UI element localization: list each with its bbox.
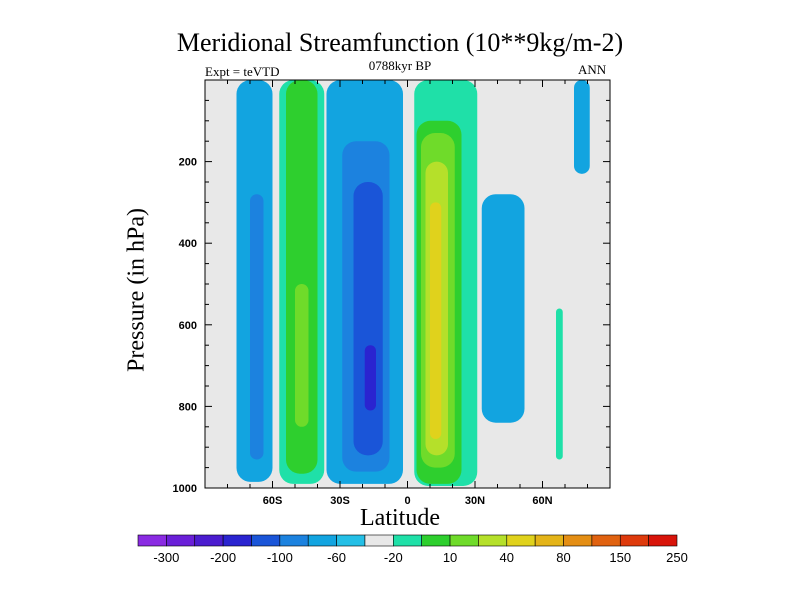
- colorbar-swatch: [307, 534, 337, 547]
- colorbar-label: -300: [153, 550, 179, 565]
- season-label: ANN: [578, 62, 607, 77]
- colorbar-swatch: [506, 534, 536, 547]
- y-tick-label: 200: [179, 157, 197, 169]
- x-tick-label: 0: [404, 495, 410, 507]
- upper-right-negative-wisp: [574, 80, 590, 174]
- colorbar-label: -200: [210, 550, 236, 565]
- colorbar-label: -60: [327, 550, 346, 565]
- southern-polar-negative-core: [250, 194, 264, 460]
- colorbar-swatch: [137, 534, 167, 547]
- colorbar-swatch: [563, 534, 593, 547]
- x-tick-label: 30N: [465, 495, 485, 507]
- colorbar-label: 40: [500, 550, 514, 565]
- x-tick-label: 60S: [263, 495, 283, 507]
- colorbar-label: -20: [384, 550, 403, 565]
- colorbar-swatch: [648, 534, 678, 547]
- colorbar-label: 250: [666, 550, 688, 565]
- chart-title: Meridional Streamfunction (10**9kg/m-2): [176, 28, 624, 57]
- northern-hadley-positive-peak: [430, 202, 442, 440]
- southern-hadley-negative-peak: [364, 345, 376, 411]
- colorbar-swatch: [194, 534, 224, 547]
- y-tick-label: 600: [179, 320, 197, 332]
- colorbar-swatch: [279, 534, 309, 547]
- colorbar-label: 150: [609, 550, 631, 565]
- colorbar-swatch: [619, 534, 649, 547]
- experiment-label: Expt = teVTD: [205, 64, 280, 79]
- colorbar-label: 80: [556, 550, 570, 565]
- northern-polar-positive-cell: [556, 308, 563, 460]
- colorbar-swatch: [393, 534, 422, 547]
- x-axis-label: Latitude: [360, 505, 440, 531]
- y-tick-label: 800: [179, 401, 197, 413]
- colorbar-swatch: [449, 534, 479, 547]
- southern-ferrel-positive-core: [295, 284, 309, 427]
- colorbar-label: -100: [267, 550, 293, 565]
- northern-ferrel-negative-cell: [481, 194, 525, 423]
- colorbar-swatch: [222, 534, 252, 547]
- x-tick-label: 60N: [532, 495, 552, 507]
- colorbar-swatch: [364, 534, 394, 547]
- colorbar-swatch: [534, 534, 564, 547]
- southern-hadley-negative-core: [353, 182, 383, 456]
- colorbar-swatch: [251, 534, 281, 547]
- colorbar-label: 10: [443, 550, 457, 565]
- x-tick-label: 30S: [330, 495, 350, 507]
- chart-subtitle: 0788kyr BP: [368, 58, 432, 73]
- colorbar-swatch: [421, 534, 451, 547]
- colorbar-swatch: [336, 534, 366, 547]
- y-tick-label: 400: [179, 238, 197, 250]
- y-tick-label: 1000: [173, 483, 197, 495]
- southern-ferrel-positive-mid: [286, 80, 318, 474]
- colorbar-swatch: [166, 534, 196, 547]
- colorbar-swatch: [478, 534, 508, 547]
- colorbar-swatch: [591, 534, 621, 547]
